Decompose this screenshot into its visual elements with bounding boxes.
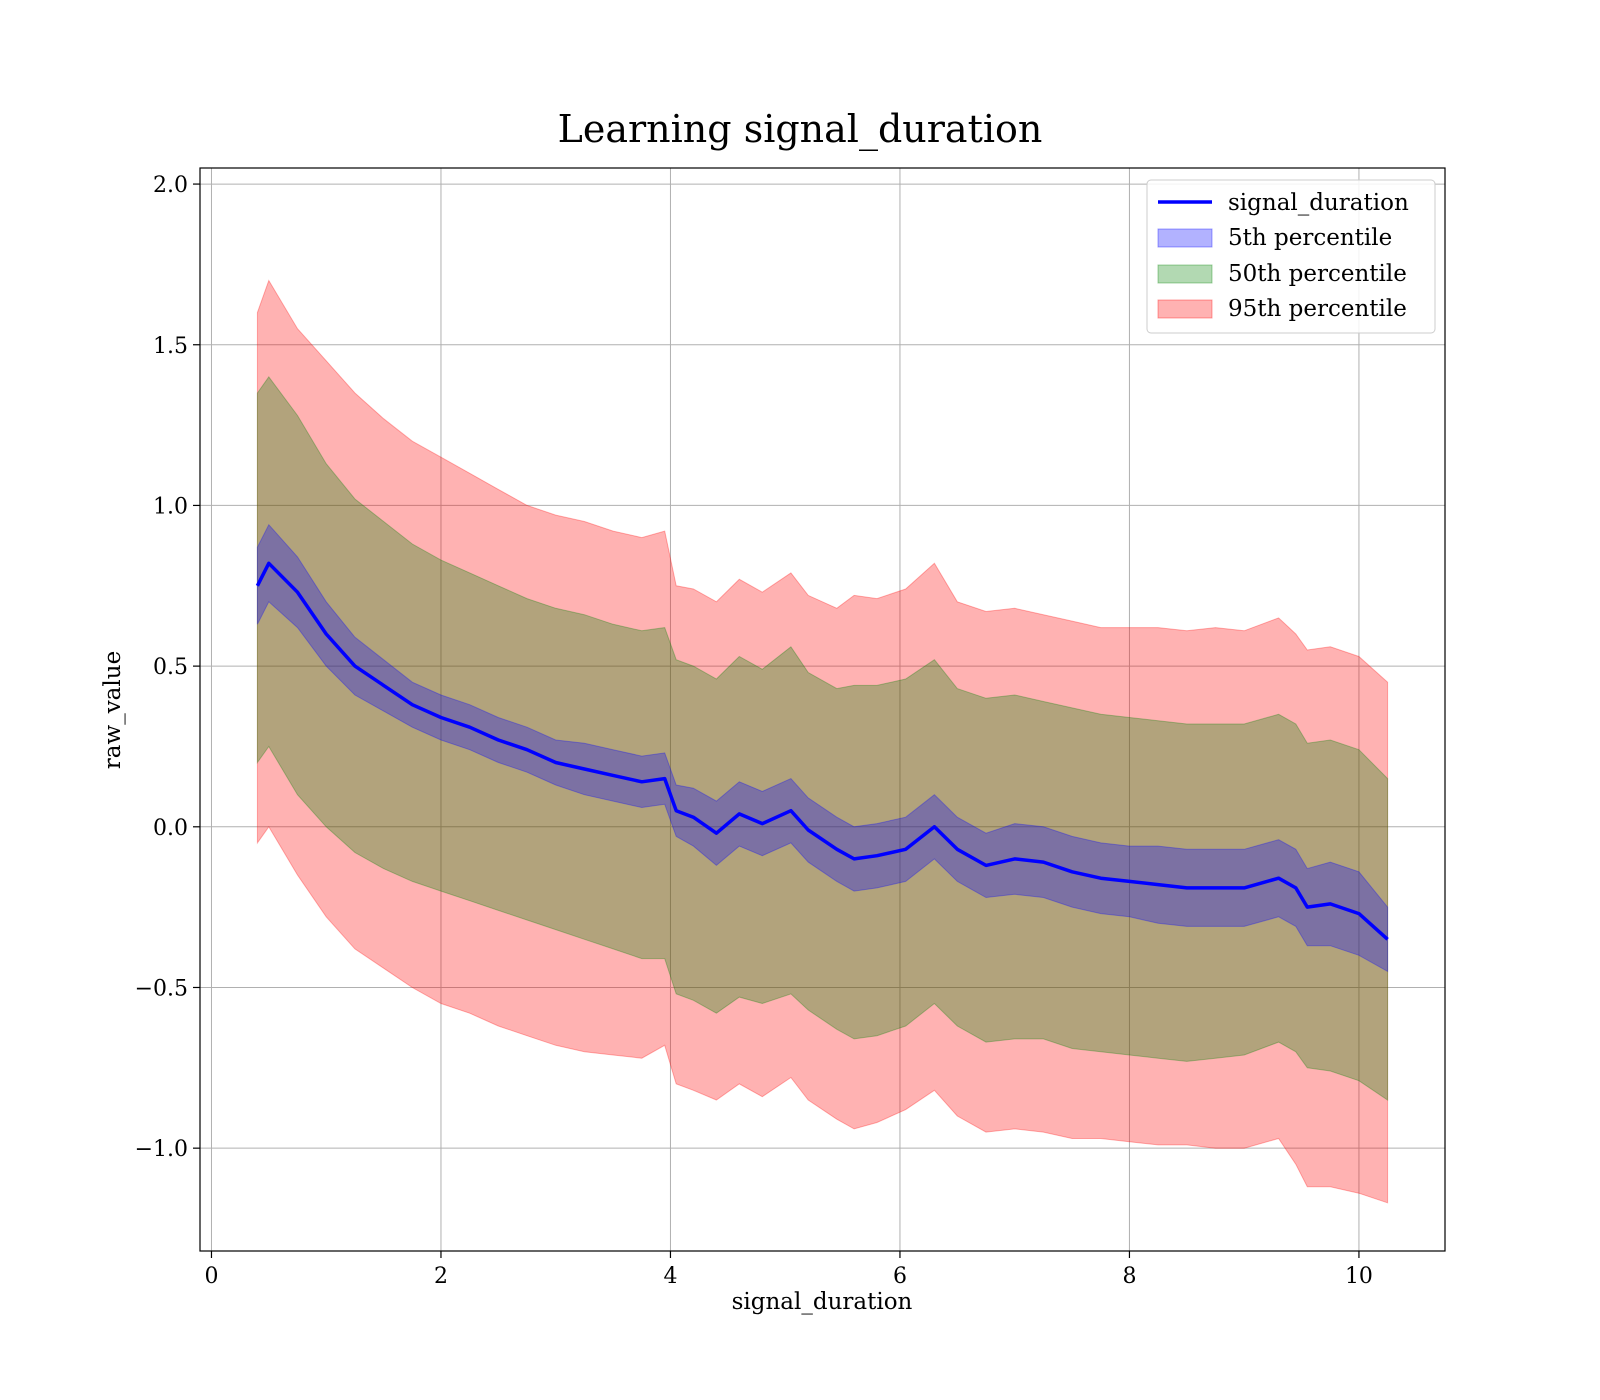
legend: signal_duration 5th percentile 50th perc…: [1146, 179, 1436, 334]
y-tick-label: −0.5: [135, 976, 188, 1001]
y-tick-label: 2.0: [153, 173, 188, 198]
legend-swatch-5th: [1157, 228, 1213, 248]
x-tick-label: 0: [204, 1264, 218, 1289]
y-tick-label: 1.5: [153, 334, 188, 359]
y-tick-label: 0.5: [153, 655, 188, 680]
line-signal-duration: [255, 561, 1389, 941]
legend-box: [1146, 179, 1436, 334]
plot-frame: [199, 167, 1446, 1252]
legend-label-95th: 95th percentile: [1228, 296, 1407, 322]
band-95th-percentile: [256, 279, 1389, 1204]
ticks: 0 2 4 6 8 10 −1.0 −0.5 0.0 0.5 1.0 1.5 2.0: [135, 173, 1373, 1289]
legend-label-signal-duration: signal_duration: [1228, 190, 1409, 216]
legend-swatch-50th: [1157, 264, 1213, 284]
band-50th-percentile: [256, 376, 1389, 1101]
x-axis-label: signal_duration: [732, 1289, 913, 1315]
lines: [255, 561, 1389, 941]
plot-background: [200, 168, 1445, 1251]
grid: [200, 168, 1445, 1251]
y-tick-label: 0.0: [153, 816, 188, 841]
bands: [256, 279, 1389, 1204]
x-tick-label: 2: [434, 1264, 448, 1289]
legend-swatch-95th: [1157, 299, 1213, 319]
x-tick-label: 4: [663, 1264, 677, 1289]
x-tick-label: 10: [1345, 1264, 1373, 1289]
legend-label-5th: 5th percentile: [1228, 225, 1392, 251]
y-tick-label: −1.0: [135, 1137, 188, 1162]
chart-title: Learning signal_duration: [558, 107, 1043, 152]
y-axis-label: raw_value: [100, 651, 126, 769]
y-tick-label: 1.0: [153, 494, 188, 519]
band-5th-percentile: [256, 523, 1389, 973]
x-tick-label: 8: [1122, 1264, 1136, 1289]
legend-label-50th: 50th percentile: [1228, 261, 1407, 287]
x-tick-label: 6: [893, 1264, 907, 1289]
